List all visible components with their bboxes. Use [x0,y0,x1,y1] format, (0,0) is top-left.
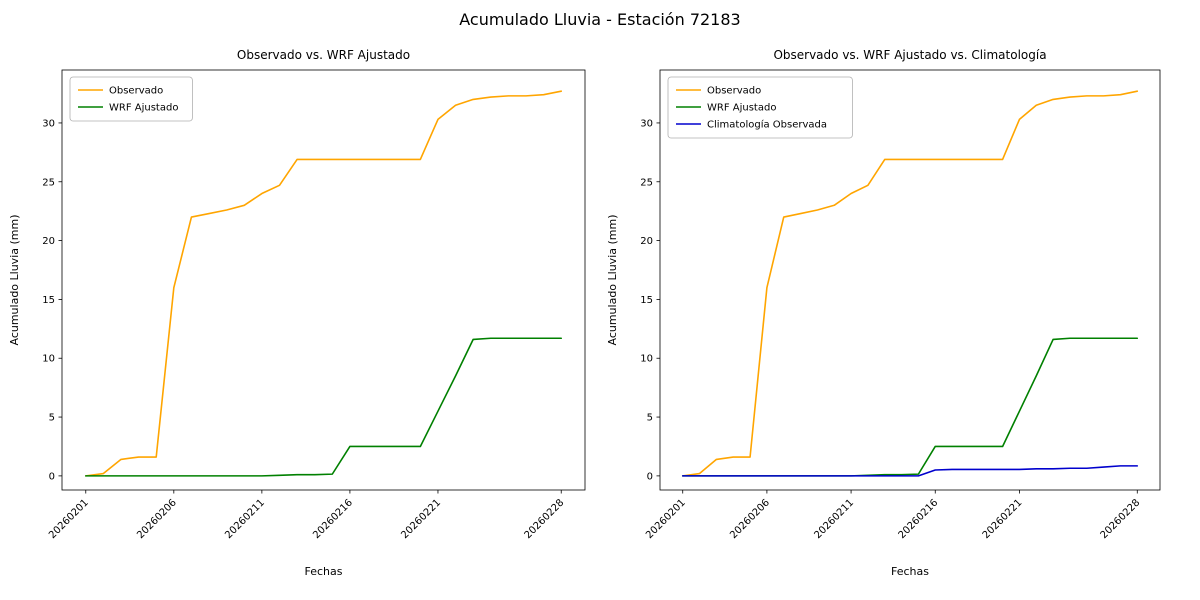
legend-label-observado: Observado [707,86,761,97]
y-tick-label: 25 [42,177,55,188]
legend-label-wrf-ajustado: WRF Ajustado [109,103,178,114]
series-line-observado [84,90,563,477]
series-line-wrf-ajustado [84,337,563,477]
y-tick-label: 5 [49,413,55,424]
legend-label-observado: Observado [109,86,163,97]
y-tick-label: 30 [42,118,55,129]
axes-frame [61,69,586,491]
y-tick-label: 30 [640,118,653,129]
x-tick-label: 20260228 [1099,497,1143,541]
y-tick-label: 15 [42,295,55,306]
x-tick-label: 20260211 [812,497,856,541]
x-tick-label: 20260228 [523,497,567,541]
y-tick-label: 10 [640,354,653,365]
legend-label-climatologia-observada: Climatología Observada [707,119,827,131]
figure-title: Acumulado Lluvia - Estación 72183 [459,10,741,29]
y-axis-label: Acumulado Lluvia (mm) [606,214,619,345]
x-tick-label: 20260221 [981,497,1025,541]
x-tick-label: 20260201 [47,497,91,541]
axes-frame [659,69,1161,491]
subplot-observado-vs-wrf: Observado vs. WRF Ajustado 0 5 10 15 20 25 30 20… [8,48,586,578]
y-tick-label: 5 [647,413,653,424]
legend-box [69,76,193,122]
y-tick-label: 20 [42,236,55,247]
series-line-climatologia-observada [681,465,1139,477]
x-tick-label: 20260216 [311,497,355,541]
series-line-observado [681,90,1139,477]
y-tick-label: 10 [42,354,55,365]
y-tick-label: 0 [647,471,653,482]
y-tick-label: 20 [640,236,653,247]
subplots-row: Observado vs. WRF Ajustado 0 5 10 15 20 25 30 20… [0,40,1200,600]
subplot-title: Observado vs. WRF Ajustado vs. Climatolo… [773,48,1046,62]
x-tick-label: 20260206 [135,497,179,541]
x-axis-label: Fechas [891,565,929,578]
x-tick-label: 20260206 [728,497,772,541]
y-tick-label: 25 [640,177,653,188]
x-tick-label: 20260216 [897,497,941,541]
legend-box [667,76,853,139]
x-tick-label: 20260201 [644,497,688,541]
x-tick-label: 20260221 [399,497,443,541]
legend: Observado WRF Ajustado [69,76,193,122]
subplot-observado-vs-wrf-vs-climatologia: Observado vs. WRF Ajustado vs. Climatolo… [606,48,1161,578]
legend: Observado WRF Ajustado Climatología Observ… [667,76,853,139]
y-axis-label: Acumulado Lluvia (mm) [8,214,21,345]
legend-label-wrf-ajustado: WRF Ajustado [707,103,776,114]
subplot-title: Observado vs. WRF Ajustado [237,48,410,62]
x-tick-label: 20260211 [223,497,267,541]
y-tick-label: 15 [640,295,653,306]
y-tick-label: 0 [49,471,55,482]
x-axis-label: Fechas [305,565,343,578]
